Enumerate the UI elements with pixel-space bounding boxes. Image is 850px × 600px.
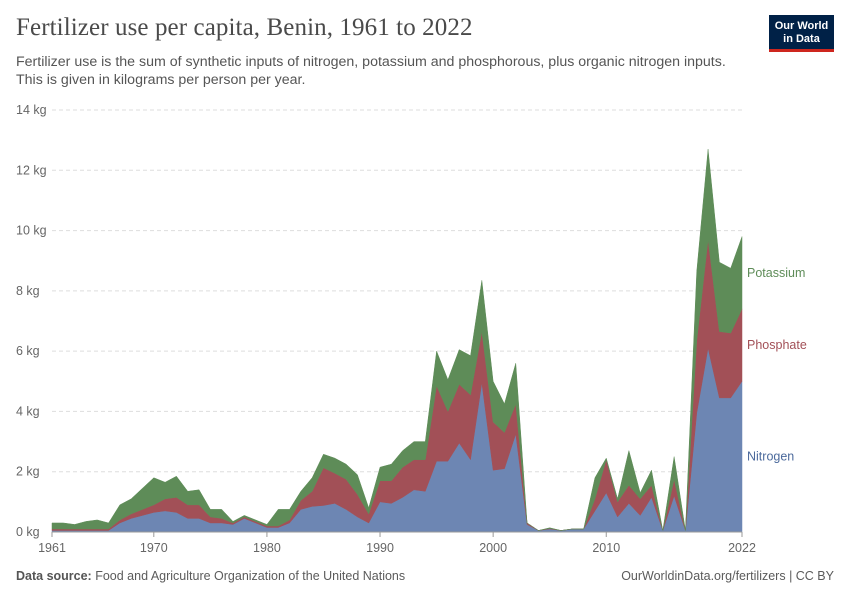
stacked-areas[interactable] xyxy=(51,148,743,533)
legend-label-potassium[interactable]: Potassium xyxy=(747,266,805,280)
x-tick-label: 1970 xyxy=(140,541,168,555)
chart-subtitle: Fertilizer use is the sum of synthetic i… xyxy=(16,54,726,88)
data-source: Data source: Food and Agriculture Organi… xyxy=(16,569,405,583)
logo-line-2: in Data xyxy=(783,32,820,45)
data-source-text: Food and Agriculture Organization of the… xyxy=(95,569,406,583)
x-tick-label: 2022 xyxy=(728,541,756,555)
legend[interactable]: Potassium Phosphate Nitrogen xyxy=(747,266,807,464)
y-tick-label: 8 kg xyxy=(16,284,40,298)
area-potassium[interactable] xyxy=(51,148,743,531)
logo-line-1: Our World xyxy=(774,20,829,32)
y-axis-ticks: 0 kg 2 kg 4 kg 6 kg 8 kg 10 kg 12 kg 14 kg xyxy=(16,103,47,539)
x-tick-label: 1961 xyxy=(38,541,66,555)
data-source-label: Data source: xyxy=(16,569,92,583)
x-tick-label: 2000 xyxy=(479,541,507,555)
y-tick-label: 12 kg xyxy=(16,163,47,177)
x-axis: 1961 1970 1980 1990 2000 2010 2022 xyxy=(38,531,756,555)
y-tick-label: 10 kg xyxy=(16,224,47,238)
owid-logo[interactable]: Our World in Data xyxy=(769,15,834,52)
legend-label-nitrogen[interactable]: Nitrogen xyxy=(747,450,794,464)
x-tick-label: 2010 xyxy=(592,541,620,555)
x-tick-label: 1990 xyxy=(366,541,394,555)
y-tick-label: 2 kg xyxy=(16,465,40,479)
area-chart[interactable]: 0 kg 2 kg 4 kg 6 kg 8 kg 10 kg 12 kg 14 kg 1961… xyxy=(0,0,850,560)
y-tick-label: 0 kg xyxy=(16,525,40,539)
legend-label-phosphate[interactable]: Phosphate xyxy=(747,338,807,352)
x-tick-label: 1980 xyxy=(253,541,281,555)
y-tick-label: 14 kg xyxy=(16,103,47,117)
y-tick-label: 4 kg xyxy=(16,404,40,418)
source-link[interactable]: OurWorldinData.org/fertilizers | CC BY xyxy=(621,569,834,583)
chart-title: Fertilizer use per capita, Benin, 1961 t… xyxy=(16,14,473,41)
y-gridlines xyxy=(52,109,742,473)
y-tick-label: 6 kg xyxy=(16,344,40,358)
